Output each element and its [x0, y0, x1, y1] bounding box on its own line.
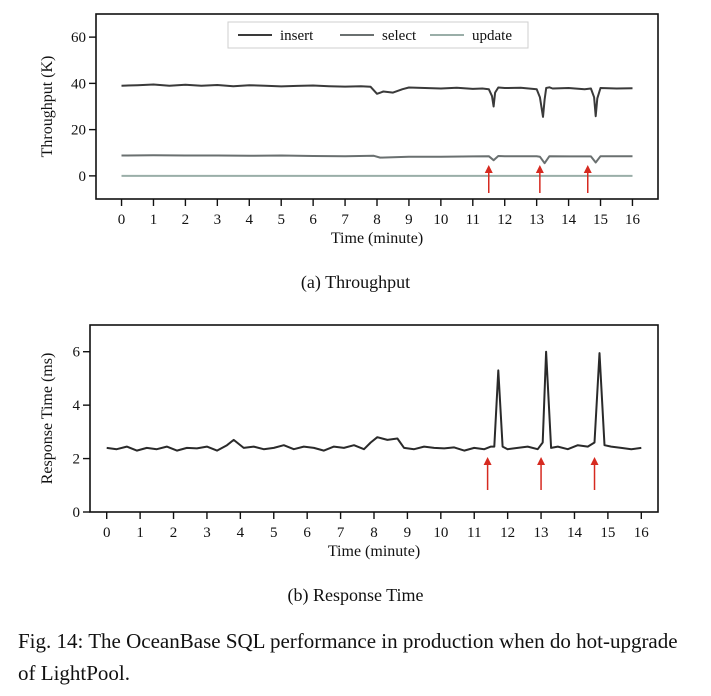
- y-tick-label: 0: [79, 169, 87, 185]
- figure-caption: Fig. 14: The OceanBase SQL performance i…: [18, 629, 678, 685]
- y-tick-label: 60: [71, 30, 86, 46]
- subcaption-throughput: (a) Throughput: [300, 272, 411, 292]
- x-tick-label: 1: [136, 525, 144, 541]
- x-tick-label: 6: [309, 212, 317, 228]
- x-tick-label: 9: [405, 212, 413, 228]
- legend-label-select: select: [382, 28, 417, 44]
- x-axis-label: Time (minute): [331, 230, 423, 247]
- x-tick-label: 3: [214, 212, 222, 228]
- x-tick-label: 11: [467, 525, 481, 541]
- legend-label-insert: insert: [280, 28, 314, 44]
- y-tick-label: 2: [73, 452, 81, 468]
- x-tick-label: 16: [634, 525, 650, 541]
- x-tick-label: 5: [270, 525, 278, 541]
- upgrade-arrow-head: [484, 165, 493, 173]
- x-tick-label: 7: [341, 212, 349, 228]
- plot-frame: [89, 324, 659, 513]
- series-insert-line: [121, 83, 633, 118]
- y-tick-label: 40: [71, 76, 86, 92]
- x-tick-label: 7: [337, 525, 345, 541]
- y-tick-label: 20: [71, 123, 86, 139]
- upgrade-arrow-head: [537, 457, 546, 465]
- x-tick-label: 12: [500, 525, 515, 541]
- upgrade-arrow-head: [583, 165, 592, 173]
- x-tick-label: 5: [277, 212, 285, 228]
- x-tick-label: 14: [567, 525, 583, 541]
- x-tick-label: 6: [303, 525, 311, 541]
- series-response-time-line: [106, 350, 642, 452]
- y-tick-label: 6: [73, 345, 81, 361]
- y-axis-label: Response Time (ms): [39, 353, 56, 485]
- x-tick-label: 0: [118, 212, 126, 228]
- x-tick-label: 4: [246, 212, 254, 228]
- x-tick-label: 15: [600, 525, 615, 541]
- upgrade-arrow-head: [590, 457, 599, 465]
- legend-box: [227, 21, 529, 49]
- x-tick-label: 0: [103, 525, 111, 541]
- x-tick-label: 12: [497, 212, 512, 228]
- subcaption-response-time: (b) Response Time: [287, 585, 424, 605]
- x-tick-label: 13: [529, 212, 544, 228]
- x-tick-label: 10: [433, 525, 448, 541]
- y-tick-label: 0: [73, 505, 81, 521]
- x-tick-label: 3: [203, 525, 211, 541]
- x-tick-label: 10: [433, 212, 448, 228]
- y-tick-label: 4: [73, 398, 81, 414]
- x-tick-label: 2: [182, 212, 190, 228]
- x-tick-label: 11: [466, 212, 480, 228]
- x-tick-label: 8: [373, 212, 381, 228]
- x-tick-label: 16: [625, 212, 641, 228]
- legend-label-update: update: [472, 28, 512, 44]
- series-select-line: [121, 154, 633, 165]
- x-tick-label: 4: [237, 525, 245, 541]
- y-axis-label: Throughput (K): [39, 56, 56, 158]
- x-axis-label: Time (minute): [328, 543, 420, 560]
- x-tick-label: 8: [370, 525, 378, 541]
- upgrade-arrow-head: [535, 165, 544, 173]
- x-tick-label: 14: [561, 212, 577, 228]
- x-tick-label: 1: [150, 212, 158, 228]
- x-tick-label: 9: [404, 525, 412, 541]
- upgrade-arrow-head: [483, 457, 492, 465]
- x-tick-label: 13: [534, 525, 549, 541]
- x-tick-label: 2: [170, 525, 178, 541]
- x-tick-label: 15: [593, 212, 608, 228]
